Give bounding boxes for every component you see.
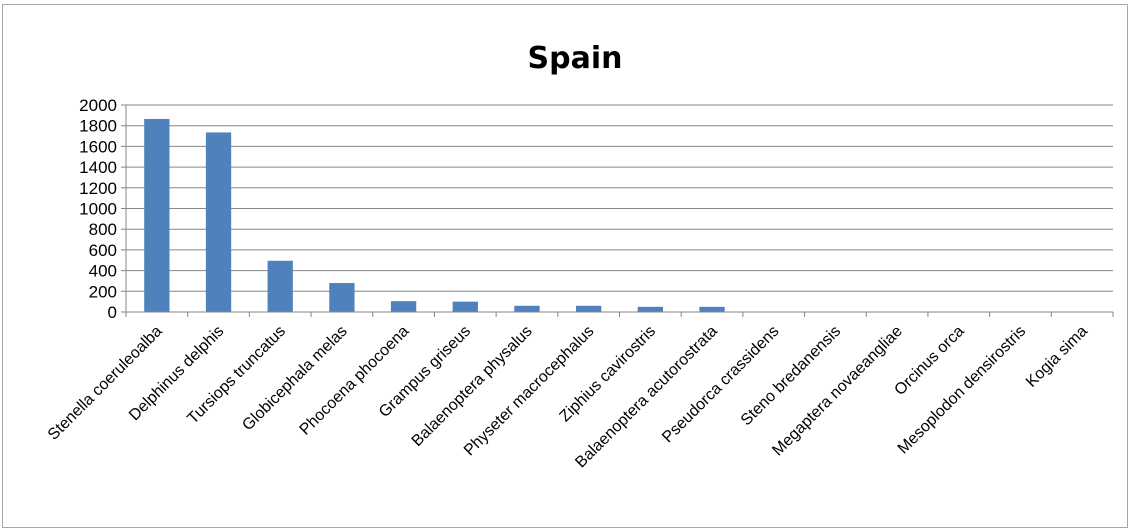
y-tick-label: 1000 xyxy=(79,200,117,219)
x-tick-label: Kogia sima xyxy=(1023,323,1091,391)
bar xyxy=(205,132,232,312)
x-tick-label: Globicephala melas xyxy=(239,323,350,434)
y-tick-label: 0 xyxy=(108,303,117,322)
bars xyxy=(144,118,725,312)
y-tick-label: 1200 xyxy=(79,179,117,198)
y-tick-label: 1600 xyxy=(79,137,117,156)
bar-chart: Spain 0200400600800100012001400160018002… xyxy=(45,41,1114,471)
bar xyxy=(699,306,725,312)
y-tick-label: 600 xyxy=(89,241,117,260)
bar xyxy=(267,260,293,312)
bar xyxy=(390,301,417,312)
y-tick-label: 1800 xyxy=(79,117,117,136)
y-tick-label: 1400 xyxy=(79,158,117,177)
x-tick-label: Megaptera novaeangliae xyxy=(769,323,906,460)
x-tick-label: Mesoplodon densirostris xyxy=(895,323,1030,458)
x-tick-label: Stenella coeruleoalba xyxy=(45,323,166,444)
chart-title: Spain xyxy=(528,41,623,76)
bar xyxy=(637,306,663,312)
bar xyxy=(329,283,355,312)
x-tick-label: Balaenoptera physalus xyxy=(409,323,536,450)
bar xyxy=(144,118,170,312)
bar xyxy=(452,301,478,312)
bar xyxy=(576,305,602,312)
y-tick-label: 200 xyxy=(89,282,117,301)
x-tick-label: Phocoena phocoena xyxy=(297,323,413,439)
chart-frame: Spain 0 200 400 600 800 1000 1200 1400 1600 1800 2… xyxy=(2,4,1128,528)
bar xyxy=(514,305,540,312)
x-tick-label: Pseudorca crassidens xyxy=(659,323,782,446)
y-tick-label: 800 xyxy=(89,220,117,239)
x-tick-label: Physeter macrocephalus xyxy=(461,323,598,460)
y-tick-label: 2000 xyxy=(79,96,117,115)
y-tick-label: 400 xyxy=(89,262,117,281)
